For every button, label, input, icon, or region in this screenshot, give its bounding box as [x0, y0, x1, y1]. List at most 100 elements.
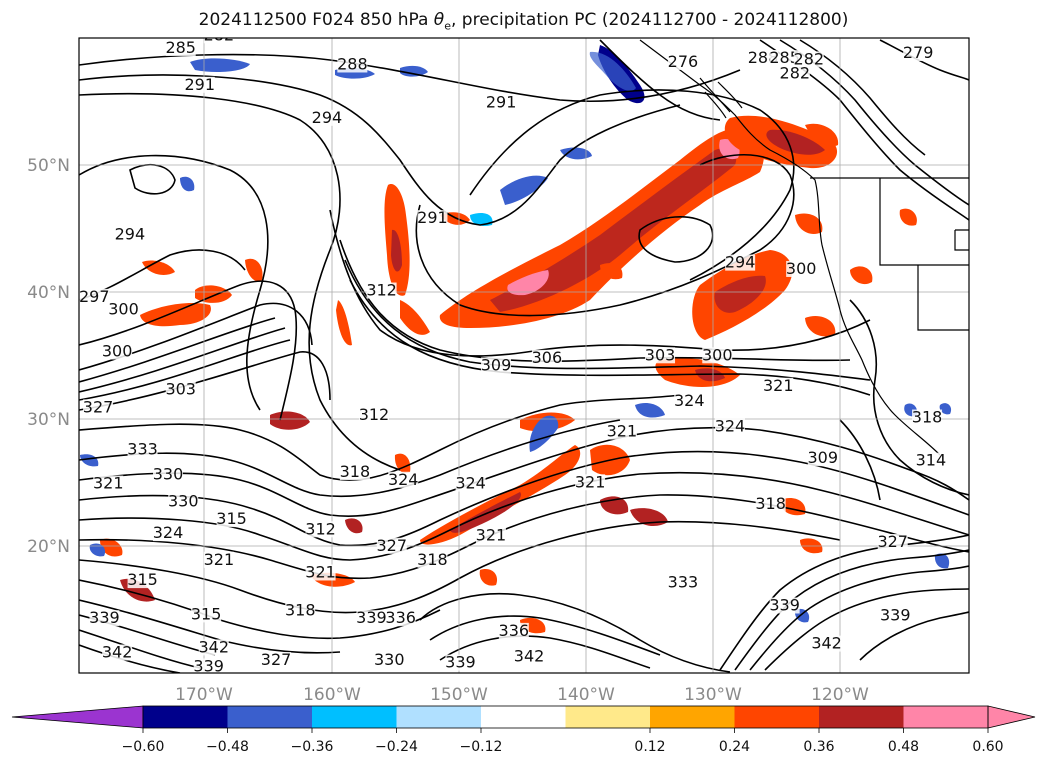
contour-label-bg	[191, 606, 222, 623]
latitude-labels: 50°N 40°N 30°N 20°N	[27, 156, 70, 557]
contour-label-bg	[445, 654, 476, 671]
contour-label-bg	[127, 441, 158, 458]
contour-label-bg	[376, 537, 407, 554]
colorbar-tick-label: −0.36	[291, 739, 334, 755]
contour-label: 327	[877, 532, 908, 551]
contour-label-bg	[339, 464, 370, 481]
contour-label-bg	[793, 51, 824, 68]
contour-label-bg	[83, 399, 114, 416]
contour-label: 294	[725, 253, 756, 272]
contour-label: 315	[216, 509, 247, 528]
contour-label: 303	[165, 380, 196, 399]
contour-label-bg	[915, 452, 946, 469]
contour-label-bg	[714, 418, 745, 435]
contour-label: 336	[499, 621, 530, 640]
contour-label: 318	[755, 494, 786, 513]
contour-label-bg	[606, 423, 637, 440]
colorbar-under-triangle	[11, 705, 144, 729]
colorbar-tick-label: 0.24	[719, 739, 750, 755]
contour-label-bg	[358, 407, 389, 423]
contour-label-bg	[261, 652, 292, 669]
colorbar-bin	[734, 706, 820, 728]
contour-label: 309	[808, 448, 839, 467]
contour-label: 312	[366, 281, 397, 300]
contour-label: 300	[108, 300, 139, 319]
contour-label-bg	[89, 610, 120, 627]
contour-label: 333	[668, 573, 699, 592]
contour-label-bg	[356, 610, 387, 627]
colorbar-tick-label: 0.48	[888, 739, 919, 755]
lat-label-30n: 30°N	[27, 410, 70, 430]
contour-label-bg	[763, 377, 794, 394]
contour-label: 321	[607, 422, 638, 441]
colorbar-tick-label: −0.48	[206, 739, 249, 755]
contour-label: 339	[356, 608, 387, 627]
contour-label: 294	[115, 225, 146, 244]
colorbar-tick-label: 0.36	[803, 739, 834, 755]
contour-label: 282	[794, 49, 825, 68]
contour-label-bg	[374, 652, 405, 669]
contour-label: 339	[193, 656, 224, 675]
contour-label: 327	[261, 650, 292, 669]
contour-label-bg	[486, 94, 517, 111]
contour-label: 291	[486, 93, 517, 112]
lon-label-120w: 120°W	[811, 685, 869, 705]
contour-label-bg	[702, 347, 733, 364]
lon-label-160w: 160°W	[303, 685, 361, 705]
contour-label: 339	[89, 608, 120, 627]
lon-label-130w: 130°W	[684, 685, 742, 705]
contour-label-bg	[102, 343, 133, 360]
contour-label-bg	[153, 525, 183, 542]
contour-label: 297	[79, 287, 110, 306]
contour-label-bg	[168, 493, 199, 510]
contour-label: 285	[165, 38, 196, 57]
contour-label: 318	[285, 601, 316, 620]
colorbar-bin	[227, 706, 313, 728]
colorbar-tick-label: −0.12	[460, 739, 503, 755]
contour-label-bg	[514, 648, 545, 665]
contour-label-bg	[388, 471, 419, 488]
contour-label: 291	[417, 208, 448, 227]
contour-label-bg	[807, 450, 838, 467]
lat-label-20n: 20°N	[27, 537, 70, 557]
contour-label-bg	[769, 50, 800, 67]
longitude-labels: 170°W 160°W 150°W 140°W 130°W 120°W	[175, 685, 869, 705]
contour-label: 321	[476, 526, 507, 545]
contour-label: 321	[305, 562, 336, 581]
contour-label: 315	[127, 570, 158, 589]
contour-label: 321	[763, 376, 794, 395]
contour-label: 315	[191, 604, 222, 623]
contour-label-bg	[93, 475, 124, 492]
contour-label-bg	[903, 45, 934, 62]
contour-label: 303	[645, 345, 676, 364]
contour-label: 342	[198, 637, 229, 656]
contour-label: 318	[912, 408, 943, 427]
contour-label-bg	[475, 527, 506, 544]
contour-label: 330	[153, 465, 184, 484]
lon-label-150w: 150°W	[430, 685, 488, 705]
contour-label-bg	[667, 53, 698, 70]
contour-label-bg	[725, 254, 756, 271]
contour-label-bg	[498, 622, 529, 639]
contour-label: 312	[305, 519, 336, 538]
colorbar-bin	[396, 706, 482, 728]
contour-label: 318	[417, 550, 448, 569]
colorbar-bin	[650, 706, 735, 728]
colorbar-tick-label: 0.60	[972, 739, 1003, 755]
contour-label: 321	[575, 472, 606, 491]
lon-label-140w: 140°W	[557, 685, 615, 705]
contour-label: 282	[204, 25, 235, 44]
contour-label: 321	[93, 474, 124, 493]
colorbar-bin	[481, 706, 566, 728]
contour-label: 324	[715, 416, 746, 435]
contour-label: 324	[674, 391, 705, 410]
contour-label: 300	[702, 345, 733, 364]
contour-label-bg	[184, 76, 215, 93]
contour-label-bg	[674, 393, 705, 410]
plot-frame	[78, 37, 970, 674]
contour-label-bg	[102, 644, 133, 661]
contour-label-bg	[385, 610, 416, 627]
contour-label-bg	[165, 39, 196, 56]
contour-label: 285	[769, 48, 800, 67]
